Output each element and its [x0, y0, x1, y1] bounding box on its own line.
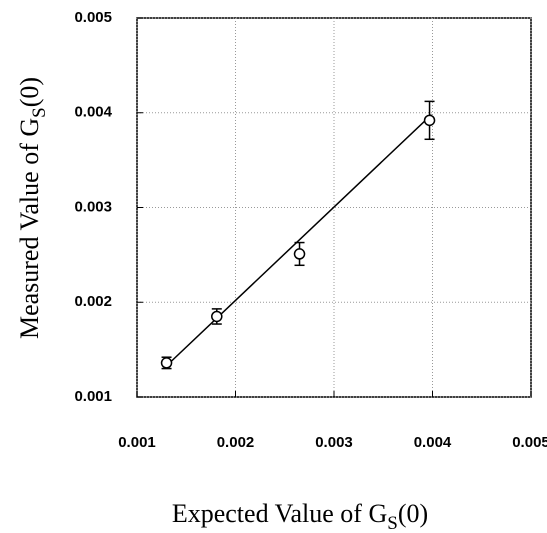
x-tick-label: 0.005 [512, 434, 547, 451]
point [423, 114, 436, 127]
x-tick-label: 0.002 [217, 434, 255, 451]
fit-line [164, 114, 433, 369]
x-tick-label: 0.001 [118, 434, 156, 451]
point [160, 357, 173, 369]
point [211, 310, 223, 323]
y-tick-label: 0.004 [74, 104, 112, 121]
y-tick-label: 0.002 [74, 293, 112, 310]
y-tick-label: 0.003 [74, 198, 112, 215]
y-axis-label: Measured Value of GS(0) [15, 77, 50, 339]
point [293, 248, 306, 260]
x-axis-label: Expected Value of GS(0) [172, 499, 428, 533]
y-tick-label: 0.001 [74, 388, 112, 405]
x-tick-label: 0.003 [315, 434, 353, 451]
y-tick-label: 0.005 [74, 9, 112, 26]
x-tick-label: 0.004 [414, 434, 452, 451]
